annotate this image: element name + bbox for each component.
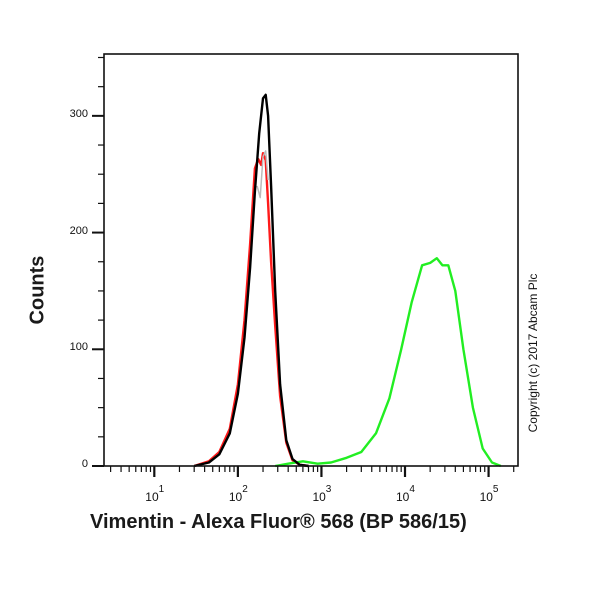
plot-frame (103, 53, 519, 467)
x-tick-label: 101 (145, 484, 165, 504)
copyright-notice: Copyright (c) 2017 Abcam Plc (522, 236, 544, 470)
copyright-text: Copyright (c) 2017 Abcam Plc (526, 273, 540, 433)
series-line-0 (193, 93, 309, 468)
y-tick-label: 300 (69, 107, 88, 120)
y-tick-label: 200 (69, 224, 88, 237)
y-axis-label: Counts (8, 240, 68, 340)
plot-series (193, 93, 502, 468)
y-tick-label: 100 (69, 341, 88, 354)
series-line-2 (256, 150, 269, 199)
y-tick-label: 0 (81, 458, 88, 470)
series-line-1 (193, 151, 309, 468)
x-axis-label: Vimentin - Alexa Fluor® 568 (BP 586/15) (90, 511, 467, 533)
x-axis-ticks (110, 466, 515, 477)
y-axis-ticks (92, 56, 104, 467)
y-axis-label-text: Counts (26, 255, 49, 325)
x-tick-label: 102 (228, 484, 248, 504)
x-tick-label: 104 (396, 484, 415, 504)
series-line-3 (274, 257, 502, 468)
x-tick-label: 103 (312, 484, 332, 504)
x-tick-label: 105 (479, 484, 499, 504)
